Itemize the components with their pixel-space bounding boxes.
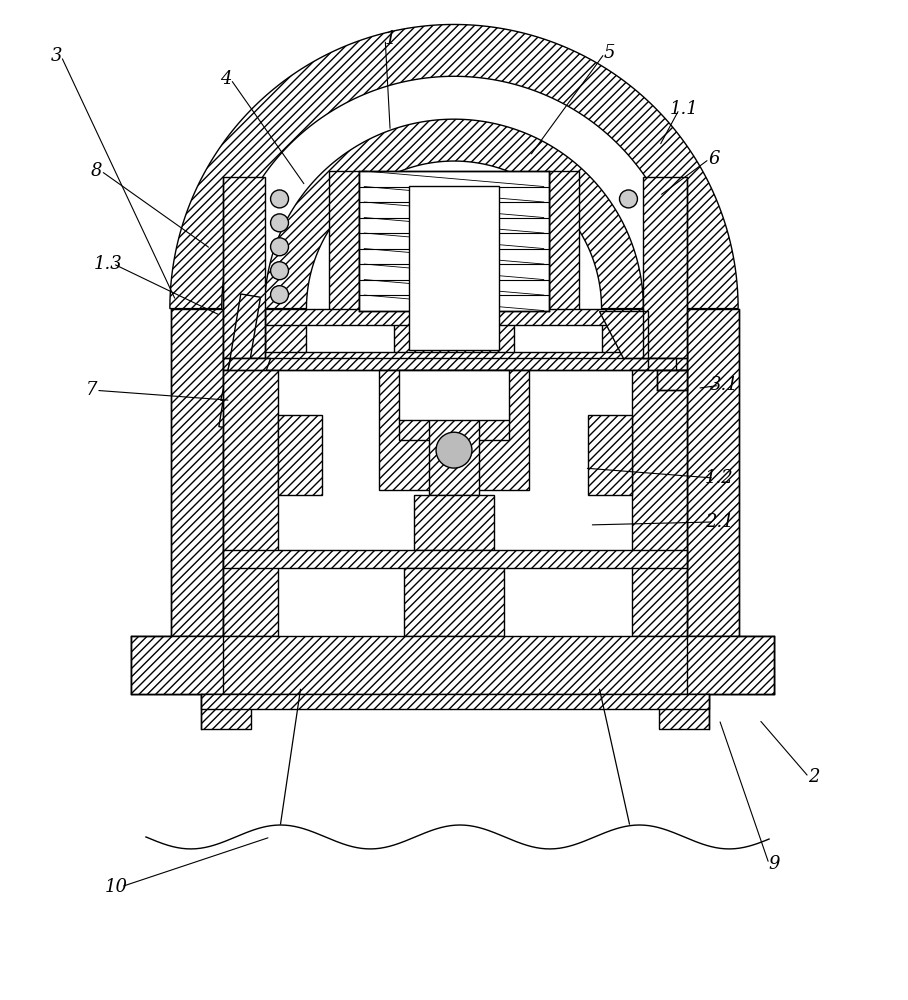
Bar <box>659 694 709 729</box>
Bar <box>222 352 687 370</box>
Bar <box>644 177 687 358</box>
Bar <box>330 171 360 311</box>
Bar <box>404 568 504 636</box>
Bar <box>222 550 687 568</box>
Bar <box>222 177 264 358</box>
Bar <box>400 370 508 420</box>
Circle shape <box>271 238 289 256</box>
Bar <box>548 171 578 311</box>
Circle shape <box>271 214 289 232</box>
Bar <box>278 415 322 495</box>
Bar <box>400 415 508 440</box>
Bar <box>264 309 644 325</box>
Circle shape <box>271 262 289 280</box>
Bar <box>414 495 494 550</box>
Text: 1.3: 1.3 <box>94 255 123 273</box>
Polygon shape <box>264 119 644 309</box>
Bar <box>687 636 774 694</box>
Bar <box>429 415 479 495</box>
Bar <box>687 309 739 636</box>
Text: 5: 5 <box>604 44 616 62</box>
Text: 9: 9 <box>768 855 780 873</box>
Polygon shape <box>170 24 738 309</box>
Text: 10: 10 <box>104 878 127 896</box>
Bar <box>131 636 222 694</box>
Bar <box>201 694 251 729</box>
Bar <box>657 370 687 390</box>
Bar <box>131 636 774 694</box>
Bar <box>633 370 687 636</box>
Text: 2: 2 <box>808 768 820 786</box>
Bar <box>410 186 498 350</box>
Text: 8: 8 <box>91 162 102 180</box>
Text: 1.2: 1.2 <box>705 469 734 487</box>
Circle shape <box>436 432 472 468</box>
Text: 1: 1 <box>384 30 396 48</box>
Text: 3: 3 <box>51 47 62 65</box>
Polygon shape <box>219 294 261 430</box>
Bar <box>171 309 222 636</box>
Text: 1.1: 1.1 <box>670 100 698 118</box>
Text: 4: 4 <box>220 70 232 88</box>
Bar <box>380 370 528 490</box>
Bar <box>360 171 548 311</box>
Polygon shape <box>598 311 648 358</box>
Circle shape <box>619 190 637 208</box>
Bar <box>264 309 307 358</box>
Bar <box>222 370 278 636</box>
Text: 3.1: 3.1 <box>710 376 738 394</box>
Bar <box>601 309 644 358</box>
Polygon shape <box>221 358 271 400</box>
Bar <box>201 694 709 709</box>
Bar <box>394 186 514 201</box>
Bar <box>587 415 633 495</box>
Text: 7: 7 <box>85 381 97 399</box>
Text: 2.1: 2.1 <box>705 513 734 531</box>
Circle shape <box>271 190 289 208</box>
Text: 6: 6 <box>708 150 720 168</box>
Circle shape <box>271 286 289 304</box>
Bar <box>394 186 514 380</box>
Bar <box>648 358 676 438</box>
